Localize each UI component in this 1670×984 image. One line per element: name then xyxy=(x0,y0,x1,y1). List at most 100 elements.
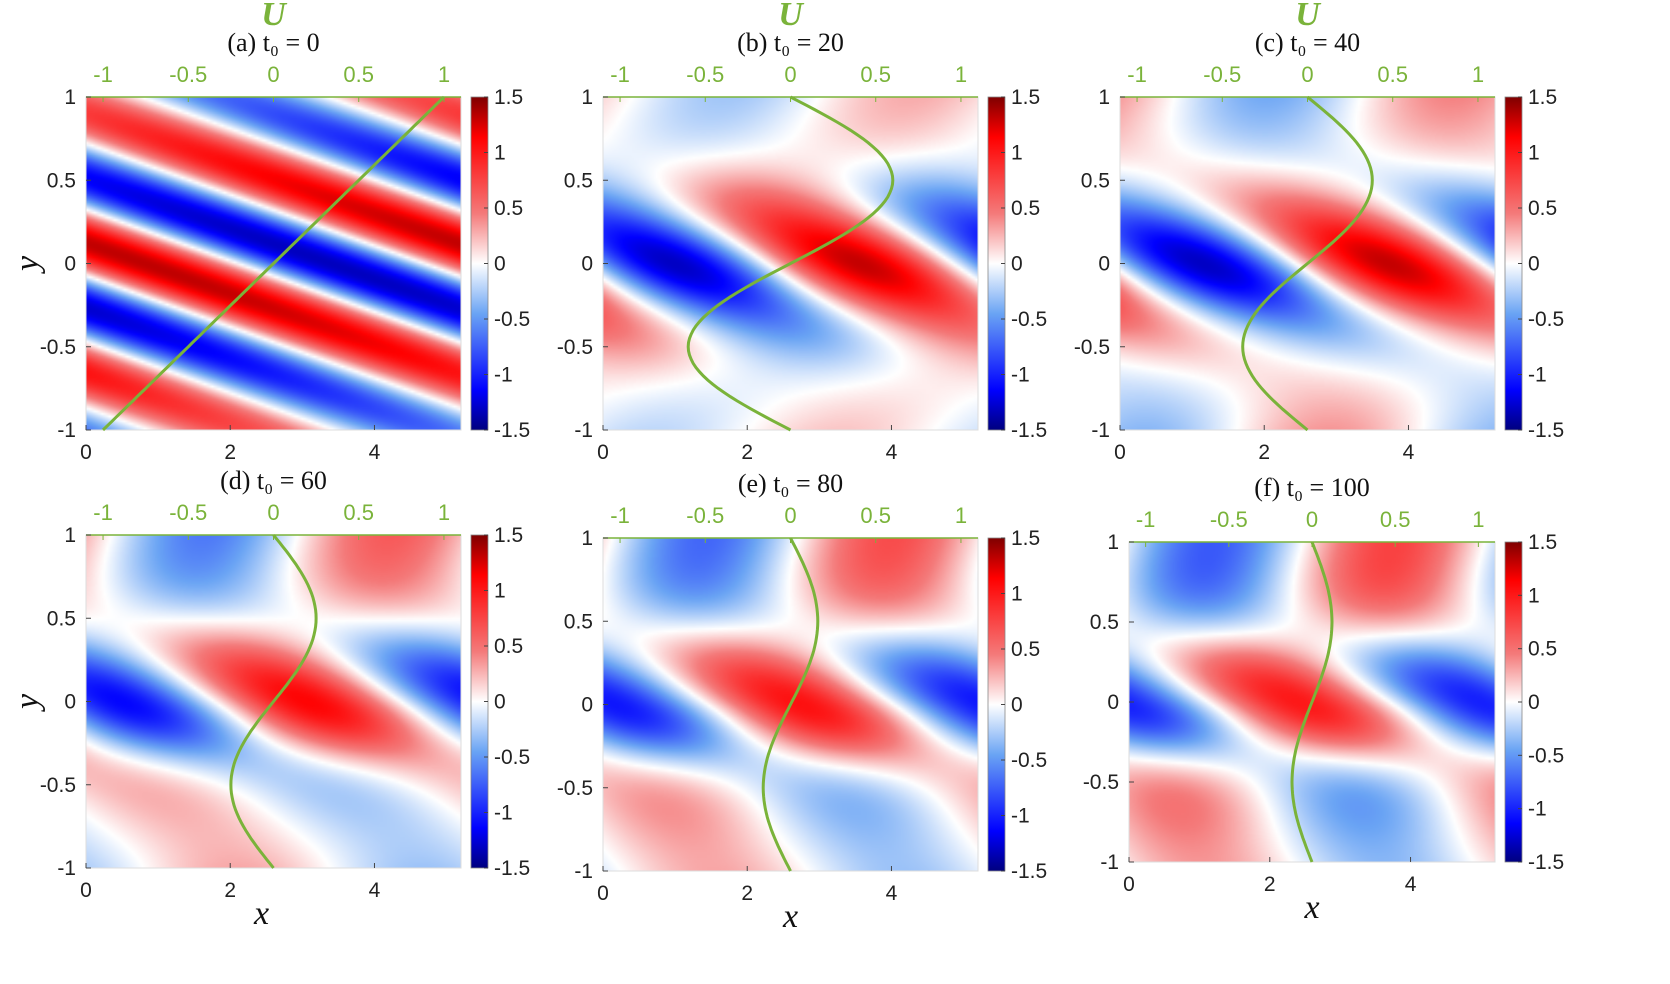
colorbar-tick-label: 1.5 xyxy=(1528,86,1557,109)
u-tick-label: 0.5 xyxy=(343,500,374,525)
colorbar-tick-label: 1.5 xyxy=(494,86,523,109)
y-tick-label: 0 xyxy=(581,694,593,717)
u-tick-label: -0.5 xyxy=(1203,62,1241,87)
colorbar-tick-label: 0 xyxy=(494,691,506,714)
y-tick-label: 0.5 xyxy=(564,610,593,633)
x-tick-label: 2 xyxy=(224,441,236,464)
y-tick-label: 0 xyxy=(64,691,76,714)
u-axis-label: U xyxy=(1295,0,1322,33)
u-tick-label: 0.5 xyxy=(1380,507,1411,532)
y-tick-label: -1 xyxy=(57,857,76,880)
y-tick-label: 0 xyxy=(1107,691,1119,714)
u-tick-label: -0.5 xyxy=(1210,507,1248,532)
panel-title: (b) t₀ = 20 xyxy=(737,28,844,57)
x-tick-label: 0 xyxy=(1114,441,1126,464)
x-tick-label: 0 xyxy=(1123,873,1135,896)
colorbar-tick-label: -1 xyxy=(1011,805,1030,828)
u-tick-label: 0.5 xyxy=(860,62,891,87)
y-tick-label: 0.5 xyxy=(1081,169,1110,192)
u-tick-label: 0 xyxy=(267,500,279,525)
y-tick-label: -0.5 xyxy=(40,774,76,797)
x-tick-label: 4 xyxy=(1403,441,1415,464)
u-tick-label: -1 xyxy=(610,62,630,87)
y-tick-label: -1 xyxy=(574,860,593,883)
u-profile-line xyxy=(686,95,895,432)
u-tick-label: 1 xyxy=(1472,62,1484,87)
panel-c: 0 2 4 -1 -0.5 0 0.5 1 -1 -0.5 0 0.5 1 (c) t₀ = 40U -1.… xyxy=(1074,0,1564,464)
x-tick-label: 2 xyxy=(741,882,753,905)
u-profile-line xyxy=(761,537,820,872)
colorbar-tick-label: 0 xyxy=(494,253,506,276)
x-axis-label: x xyxy=(253,895,269,932)
y-tick-label: 0.5 xyxy=(564,169,593,192)
colorbar-tick-label: -1.5 xyxy=(1528,851,1564,874)
u-tick-label: 0 xyxy=(1301,62,1313,87)
u-tick-label: 1 xyxy=(1472,507,1484,532)
colorbar-tick-label: 1 xyxy=(1528,142,1540,165)
colorbar-tick-label: -1 xyxy=(1011,364,1030,387)
x-tick-label: 2 xyxy=(224,879,236,902)
y-tick-label: -0.5 xyxy=(1083,771,1119,794)
colorbar-tick-label: 0.5 xyxy=(1011,638,1040,661)
colorbar-tick-label: 0 xyxy=(1528,691,1540,714)
panel-b: 0 2 4 -1 -0.5 0 0.5 1 -1 -0.5 0 0.5 1 (b) t₀ = 20U -1.… xyxy=(557,0,1047,464)
x-tick-label: 0 xyxy=(597,882,609,905)
x-tick-label: 2 xyxy=(1264,873,1276,896)
colorbar-tick-label: 1.5 xyxy=(1528,531,1557,554)
u-profile-line xyxy=(1241,95,1374,432)
u-tick-label: 0.5 xyxy=(860,503,891,528)
panel-title: (f) t₀ = 100 xyxy=(1254,473,1369,502)
u-tick-label: 1 xyxy=(955,503,967,528)
y-tick-label: 1 xyxy=(581,527,593,550)
u-tick-label: 0 xyxy=(1306,507,1318,532)
y-tick-label: -0.5 xyxy=(557,777,593,800)
colorbar-tick-label: -0.5 xyxy=(494,746,530,769)
panel-title: (c) t₀ = 40 xyxy=(1255,28,1360,57)
y-tick-label: -1 xyxy=(1100,851,1119,874)
u-tick-label: -0.5 xyxy=(686,62,724,87)
colorbar-tick-label: 1 xyxy=(494,580,506,603)
u-tick-label: -0.5 xyxy=(169,62,207,87)
x-tick-label: 4 xyxy=(369,441,381,464)
u-tick-label: 0 xyxy=(267,62,279,87)
colorbar-tick-label: -1 xyxy=(494,364,513,387)
colorbar-tick-label: 0 xyxy=(1011,694,1023,717)
u-tick-label: -1 xyxy=(610,503,630,528)
x-tick-label: 4 xyxy=(886,882,898,905)
colorbar-tick-label: 0.5 xyxy=(1528,638,1557,661)
colorbar-tick-label: -0.5 xyxy=(1528,744,1564,767)
colorbar-tick-label: -1.5 xyxy=(1011,860,1047,883)
panel-title: (e) t₀ = 80 xyxy=(738,469,843,498)
x-tick-label: 4 xyxy=(1405,873,1417,896)
u-tick-label: -1 xyxy=(93,62,113,87)
x-tick-label: 0 xyxy=(80,879,92,902)
y-tick-label: -1 xyxy=(574,419,593,442)
u-tick-label: 1 xyxy=(438,62,450,87)
x-tick-label: 2 xyxy=(741,441,753,464)
panel-a: 0 2 4 -1 -0.5 0 0.5 1 -1 -0.5 0 0.5 1 (a) t₀ = 0Uy -1.… xyxy=(9,0,530,464)
colorbar-tick-label: 0.5 xyxy=(1011,197,1040,220)
y-tick-label: 1 xyxy=(1098,86,1110,109)
panel-f: 0 2 4 -1 -0.5 0 0.5 1 -1 -0.5 0 0.5 1 (f) t₀ = 100 x -1… xyxy=(1083,473,1564,926)
y-tick-label: 1 xyxy=(581,86,593,109)
colorbar-tick-label: -0.5 xyxy=(494,308,530,331)
u-tick-label: -0.5 xyxy=(686,503,724,528)
colorbar-tick-label: 0 xyxy=(1011,253,1023,276)
u-axis-label: U xyxy=(261,0,288,33)
x-tick-label: 0 xyxy=(80,441,92,464)
colorbar-tick-label: -1 xyxy=(1528,798,1547,821)
colorbar-tick-label: -0.5 xyxy=(1528,308,1564,331)
colorbar-tick-label: -1.5 xyxy=(1528,419,1564,442)
y-axis-label: y xyxy=(9,693,46,712)
colorbar-tick-label: -1.5 xyxy=(1011,419,1047,442)
colorbar-tick-label: 0.5 xyxy=(494,635,523,658)
y-tick-label: 1 xyxy=(64,86,76,109)
u-profile-line xyxy=(101,95,446,432)
y-tick-label: -0.5 xyxy=(1074,336,1110,359)
u-profile-line xyxy=(1290,541,1334,863)
u-tick-label: -1 xyxy=(1127,62,1147,87)
u-tick-label: 0 xyxy=(784,62,796,87)
y-tick-label: 0 xyxy=(1098,253,1110,276)
u-tick-label: 0.5 xyxy=(343,62,374,87)
colorbar-tick-label: 1 xyxy=(494,142,506,165)
